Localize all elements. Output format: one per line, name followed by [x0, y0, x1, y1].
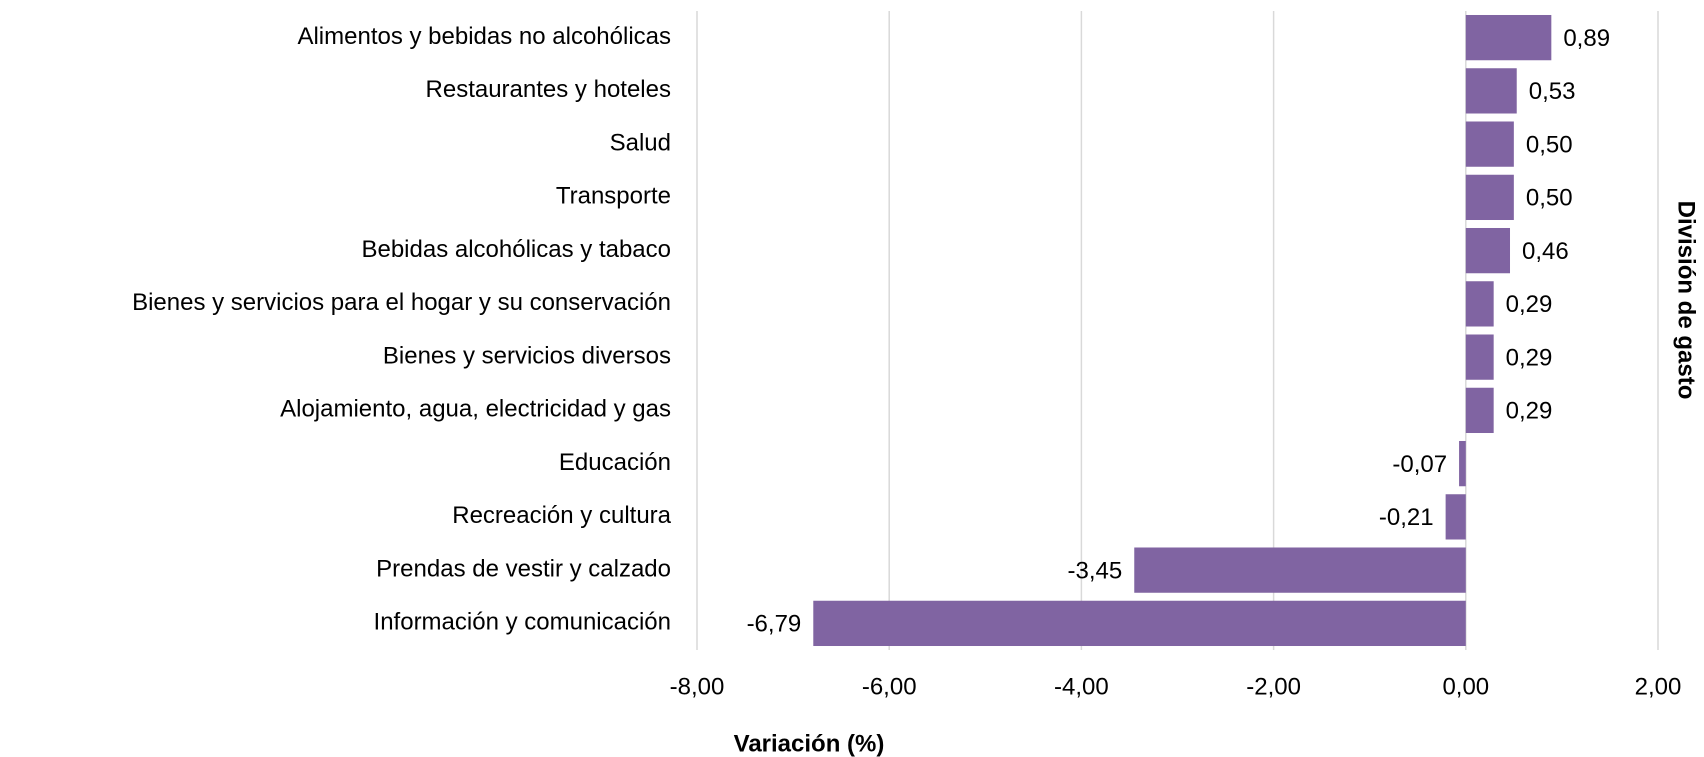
value-label: 0,53	[1529, 78, 1576, 105]
value-label: 0,50	[1526, 185, 1573, 212]
x-tick-label: 0,00	[1442, 673, 1489, 700]
value-label: 0,29	[1506, 344, 1553, 371]
bar	[1465, 121, 1514, 167]
y-tick-label: Bebidas alcohólicas y tabaco	[361, 236, 671, 263]
x-tick-label: -2,00	[1246, 673, 1301, 700]
y-tick-label: Prendas de vestir y calzado	[376, 555, 671, 582]
y-tick-label: Recreación y cultura	[452, 502, 671, 529]
bar	[1465, 281, 1494, 327]
y-tick-label: Información y comunicación	[374, 609, 671, 636]
x-tick-label: 2,00	[1635, 673, 1682, 700]
bar	[1465, 68, 1517, 114]
y-tick-label: Salud	[610, 129, 671, 156]
y-tick-label: Bienes y servicios diversos	[383, 342, 671, 369]
value-label: 0,89	[1563, 25, 1610, 52]
value-label: -0,21	[1379, 504, 1434, 531]
x-tick-label: -8,00	[670, 673, 725, 700]
bar	[1465, 387, 1494, 434]
bar	[813, 600, 1466, 647]
value-label: 0,29	[1506, 291, 1553, 318]
y-tick-label: Alimentos y bebidas no alcohólicas	[297, 23, 671, 50]
y-axis-title: División de gasto	[1673, 201, 1700, 400]
x-tick-label: -4,00	[1054, 673, 1109, 700]
y-tick-label: Transporte	[556, 183, 671, 210]
x-tick-label: -6,00	[862, 673, 917, 700]
y-tick-label: Restaurantes y hoteles	[426, 76, 671, 103]
value-label: -0,07	[1392, 451, 1447, 478]
bar	[1134, 547, 1466, 593]
y-tick-label: Educación	[559, 449, 671, 476]
bar	[1465, 227, 1511, 274]
y-tick-label: Bienes y servicios para el hogar y su co…	[132, 289, 671, 316]
bar	[1465, 14, 1552, 61]
x-axis-title: Variación (%)	[734, 730, 885, 757]
value-label: 0,29	[1506, 398, 1553, 425]
value-label: 0,50	[1526, 131, 1573, 158]
value-label: -3,45	[1068, 557, 1123, 584]
value-label: -6,79	[747, 611, 802, 638]
bar	[1459, 440, 1466, 487]
y-tick-label: Alojamiento, agua, electricidad y gas	[280, 396, 671, 423]
bar	[1465, 334, 1494, 380]
bar	[1445, 494, 1466, 540]
value-label: 0,46	[1522, 238, 1569, 265]
bar	[1465, 174, 1514, 221]
